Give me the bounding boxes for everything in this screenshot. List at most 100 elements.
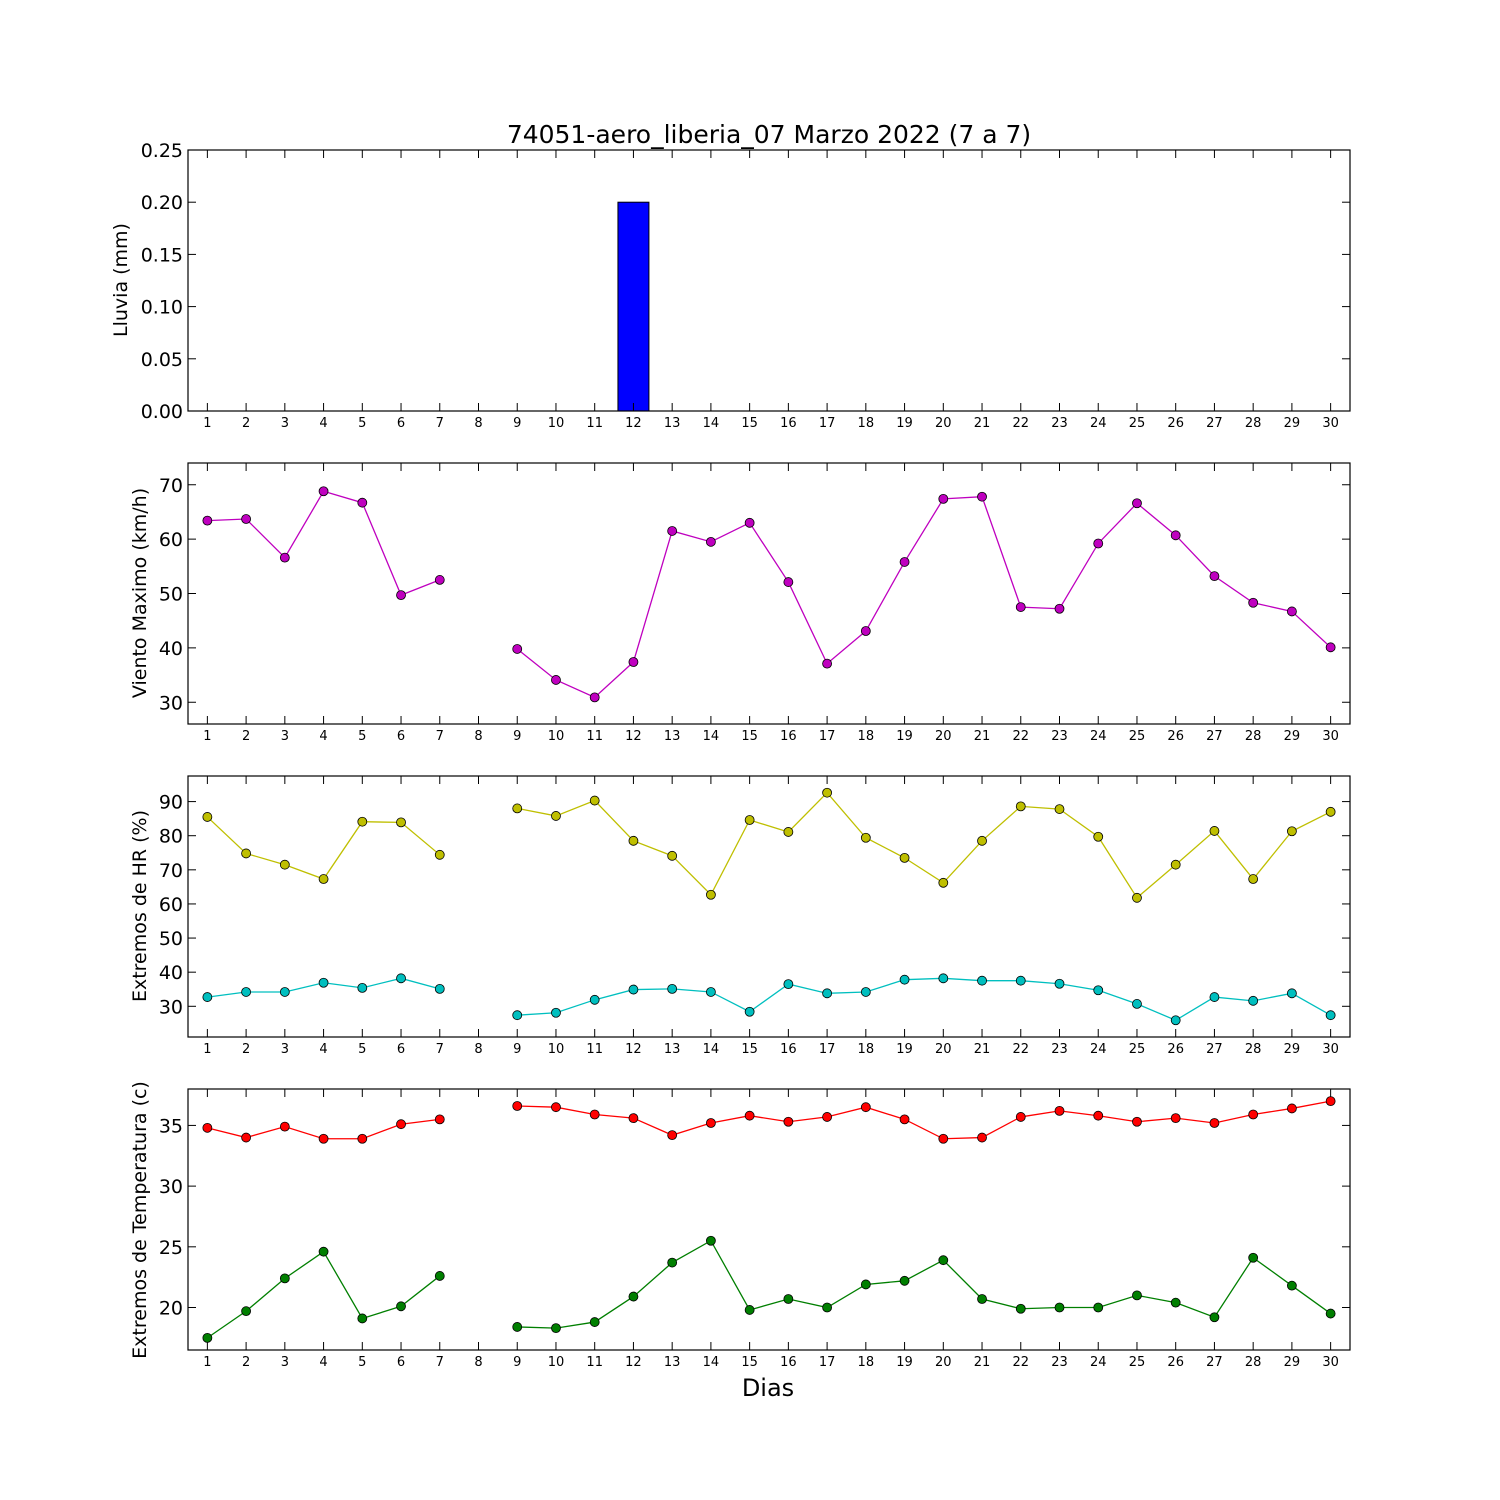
temperature-series-1-line-1 xyxy=(517,1239,1332,1329)
humidity-xtick-label: 22 xyxy=(1012,1042,1029,1057)
temperature-series-0-point-day-23 xyxy=(1054,1105,1065,1116)
humidity-xtick-label: 18 xyxy=(858,1042,875,1057)
wind-xtick-label: 15 xyxy=(741,729,758,744)
humidity-series-1-point-day-22 xyxy=(1015,975,1026,986)
humidity-xtick-label: 16 xyxy=(780,1042,797,1057)
wind-xtick-label: 14 xyxy=(703,729,720,744)
rain-xtick-label: 14 xyxy=(703,416,720,431)
humidity-y-axis-label: Extremos de HR (%) xyxy=(129,810,151,1002)
humidity-series-0-point-day-7 xyxy=(434,849,445,860)
humidity-xtick-label: 20 xyxy=(935,1042,952,1057)
humidity-series-0-line-1 xyxy=(517,791,1331,899)
temperature-xtick-label: 23 xyxy=(1051,1355,1068,1370)
chart-title: 74051-aero_liberia_07 Marzo 2022 (7 a 7) xyxy=(507,120,1031,149)
temperature-xtick-label: 25 xyxy=(1129,1355,1146,1370)
humidity-series-0-point-day-16 xyxy=(783,827,794,837)
wind-series-0-point-day-25 xyxy=(1132,498,1142,509)
temperature-ytick-label: 25 xyxy=(159,1237,183,1259)
temperature-series-0-point-day-2 xyxy=(241,1132,252,1143)
rain-xtick-label: 25 xyxy=(1129,416,1146,431)
temperature-series-0-point-day-6 xyxy=(396,1119,406,1130)
humidity-xtick-label: 28 xyxy=(1245,1042,1262,1057)
wind-series-0-point-day-18 xyxy=(860,626,871,636)
wind-series-0-point-day-16 xyxy=(783,577,794,587)
rain-xtick-label: 22 xyxy=(1012,416,1029,431)
temperature-series-1-point-day-21 xyxy=(977,1294,987,1304)
rain-xtick-label: 20 xyxy=(935,416,952,431)
humidity-series-1-point-day-28 xyxy=(1248,995,1259,1006)
rain-xtick-label: 16 xyxy=(780,416,797,431)
temperature-series-1-point-day-23 xyxy=(1054,1302,1065,1313)
rain-xtick-label: 4 xyxy=(319,416,327,431)
humidity-series-0-point-day-14 xyxy=(706,889,716,900)
temperature-series-0-point-day-4 xyxy=(318,1133,329,1144)
rain-xtick-label: 29 xyxy=(1284,416,1301,431)
temperature-series-1-point-day-14 xyxy=(706,1235,716,1246)
wind-series-0-point-day-11 xyxy=(589,692,600,703)
humidity-xtick-label: 29 xyxy=(1284,1042,1301,1057)
temperature-series-1-point-day-26 xyxy=(1170,1297,1181,1308)
humidity-series-0-point-day-30 xyxy=(1325,806,1336,817)
humidity-series-1-point-day-30 xyxy=(1325,1010,1336,1021)
wind-xtick-label: 26 xyxy=(1167,729,1184,744)
wind-xtick-label: 12 xyxy=(625,729,642,744)
temperature-series-0-point-day-29 xyxy=(1287,1103,1297,1114)
humidity-series-1-point-day-2 xyxy=(241,987,252,997)
temperature-series-0-point-day-15 xyxy=(744,1110,755,1121)
temperature-series-0-point-day-17 xyxy=(822,1112,832,1122)
temperature-xtick-label: 15 xyxy=(741,1355,758,1370)
temperature-xtick-label: 26 xyxy=(1167,1355,1184,1370)
humidity-series-0-point-day-12 xyxy=(628,835,639,846)
rain-ytick-label: 0.10 xyxy=(141,297,183,319)
humidity-series-1-point-day-25 xyxy=(1132,999,1142,1009)
humidity-series-1-point-day-21 xyxy=(977,975,987,986)
humidity-series-0-point-day-19 xyxy=(899,852,910,863)
temperature-series-1-point-day-13 xyxy=(667,1257,678,1268)
rain-ytick-label: 0.15 xyxy=(141,244,183,266)
temperature-xtick-label: 4 xyxy=(319,1355,327,1370)
humidity-series-0-point-day-29 xyxy=(1287,826,1297,837)
humidity-series-1-point-day-27 xyxy=(1209,992,1220,1002)
humidity-series-0-point-day-21 xyxy=(977,835,987,846)
rain-xtick-label: 21 xyxy=(974,416,991,431)
wind-y-axis-label: Viento Maximo (km/h) xyxy=(129,488,151,698)
humidity-series-0-point-day-26 xyxy=(1170,859,1181,870)
rain-ytick-label: 0.00 xyxy=(141,401,183,423)
humidity-series-1-point-day-19 xyxy=(899,974,910,985)
humidity-series-0-point-day-15 xyxy=(744,815,755,825)
temperature-series-1-point-day-5 xyxy=(357,1313,368,1324)
wind-xtick-label: 20 xyxy=(935,729,952,744)
wind-series-0-point-day-29 xyxy=(1287,606,1297,617)
rain-xtick-label: 8 xyxy=(474,416,482,431)
temperature-axes-frame xyxy=(187,1088,1351,1351)
temperature-xtick-label: 22 xyxy=(1012,1355,1029,1370)
humidity-series-1-point-day-5 xyxy=(357,982,368,993)
temperature-xtick-label: 10 xyxy=(548,1355,565,1370)
temperature-xtick-label: 8 xyxy=(474,1355,482,1370)
rain-xtick-label: 1 xyxy=(203,416,211,431)
humidity-series-1-point-day-10 xyxy=(551,1007,561,1018)
temperature-series-0-point-day-30 xyxy=(1325,1096,1336,1107)
rain-xtick-label: 15 xyxy=(741,416,758,431)
temperature-xtick-label: 1 xyxy=(203,1355,211,1370)
humidity-series-1-line-1 xyxy=(517,977,1331,1022)
rain-xtick-label: 17 xyxy=(819,416,836,431)
wind-series-0-point-day-10 xyxy=(551,675,561,685)
humidity-series-1-point-day-13 xyxy=(667,983,678,994)
wind-xtick-label: 10 xyxy=(548,729,565,744)
humidity-series-1-point-day-16 xyxy=(783,979,794,990)
wind-ytick-label: 40 xyxy=(159,638,183,660)
wind-xtick-label: 11 xyxy=(586,729,603,744)
temperature-xtick-label: 16 xyxy=(780,1355,797,1370)
wind-series-0-point-day-20 xyxy=(938,493,949,504)
rain-ytick-label: 0.05 xyxy=(141,349,183,371)
temperature-xtick-label: 5 xyxy=(358,1355,366,1370)
humidity-series-0-point-day-2 xyxy=(241,848,252,859)
temperature-xtick-label: 9 xyxy=(513,1355,521,1370)
humidity-xtick-label: 5 xyxy=(358,1042,366,1057)
temperature-series-1-point-day-3 xyxy=(279,1273,290,1284)
wind-xtick-label: 27 xyxy=(1206,729,1223,744)
wind-series-0-point-day-23 xyxy=(1054,603,1065,614)
